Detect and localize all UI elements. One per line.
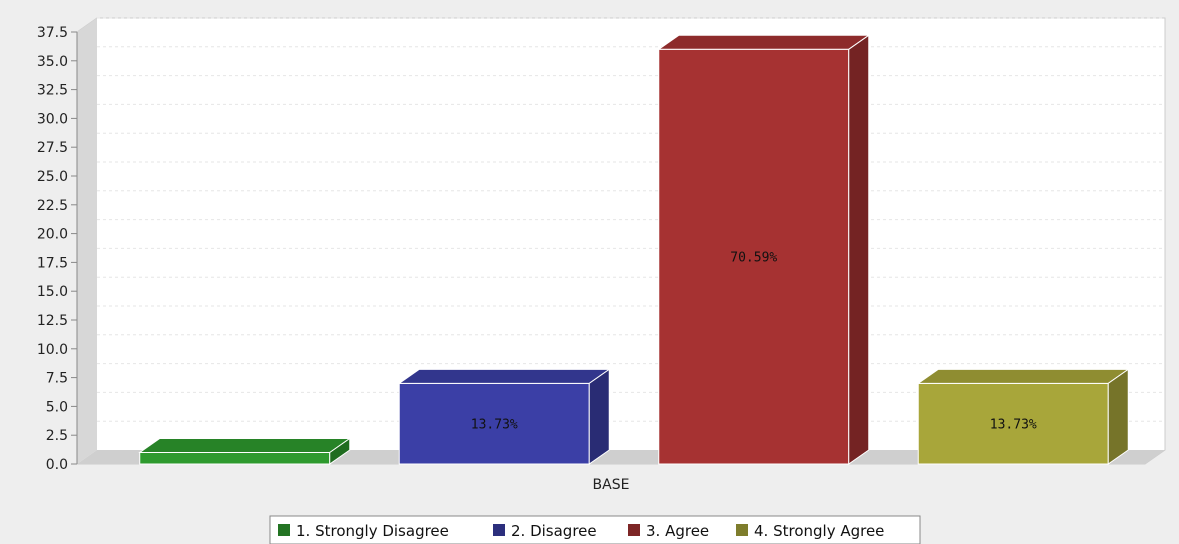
legend-item: 1. Strongly Disagree	[278, 522, 449, 540]
bar-side	[848, 34, 870, 465]
bar-front	[139, 451, 331, 465]
y-tick-label: 35.0	[37, 54, 68, 70]
bar-value-label: 13.73%	[990, 418, 1037, 433]
y-tick-label: 10.0	[37, 342, 68, 358]
legend-label: 2. Disagree	[511, 522, 597, 540]
bar-2	[397, 368, 611, 465]
bar-top	[916, 368, 1130, 384]
left-wall	[77, 18, 97, 464]
y-tick-label: 22.5	[37, 198, 68, 214]
legend-swatch	[736, 524, 748, 536]
legend-label: 3. Agree	[646, 522, 709, 540]
bar-1	[138, 437, 352, 465]
legend-item: 2. Disagree	[493, 522, 597, 540]
bar-value-label: 70.59%	[730, 251, 777, 266]
legend-box	[269, 515, 921, 544]
y-tick-label: 32.5	[37, 83, 68, 99]
y-tick-label: 30.0	[37, 111, 68, 127]
legend-swatch	[628, 524, 640, 536]
y-tick-label: 5.0	[46, 399, 68, 415]
y-tick-label: 2.5	[46, 428, 68, 444]
x-category-label: BASE	[593, 477, 630, 493]
bar-top	[397, 368, 611, 384]
legend-item: 3. Agree	[628, 522, 709, 540]
bar-front	[917, 382, 1109, 465]
y-tick-label: 20.0	[37, 227, 68, 243]
y-tick-label: 7.5	[46, 371, 68, 387]
bar-top	[138, 437, 352, 453]
y-tick-label: 0.0	[46, 457, 68, 473]
legend: 1. Strongly Disagree 2. Disagree 3. Agree 4…	[269, 515, 921, 544]
y-tick-label: 15.0	[37, 284, 68, 300]
legend-label: 1. Strongly Disagree	[296, 522, 449, 540]
bar-value-label: 13.73%	[471, 418, 518, 433]
bar-front	[658, 48, 850, 465]
bar-side	[588, 368, 610, 465]
y-tick-label: 25.0	[37, 169, 68, 185]
floor	[77, 450, 1165, 464]
bar-side	[1107, 368, 1129, 465]
legend-swatch	[278, 524, 290, 536]
bar-side	[329, 437, 351, 465]
legend-item: 4. Strongly Agree	[736, 522, 884, 540]
y-tick-label: 12.5	[37, 313, 68, 329]
bar-top	[657, 34, 871, 50]
legend-label: 4. Strongly Agree	[754, 522, 884, 540]
bar-4	[916, 368, 1130, 465]
bar-front	[398, 382, 590, 465]
bar-3	[657, 34, 871, 465]
y-tick-label: 37.5	[37, 25, 68, 41]
y-tick-label: 17.5	[37, 255, 68, 271]
y-tick-label: 27.5	[37, 140, 68, 156]
legend-swatch	[493, 524, 505, 536]
